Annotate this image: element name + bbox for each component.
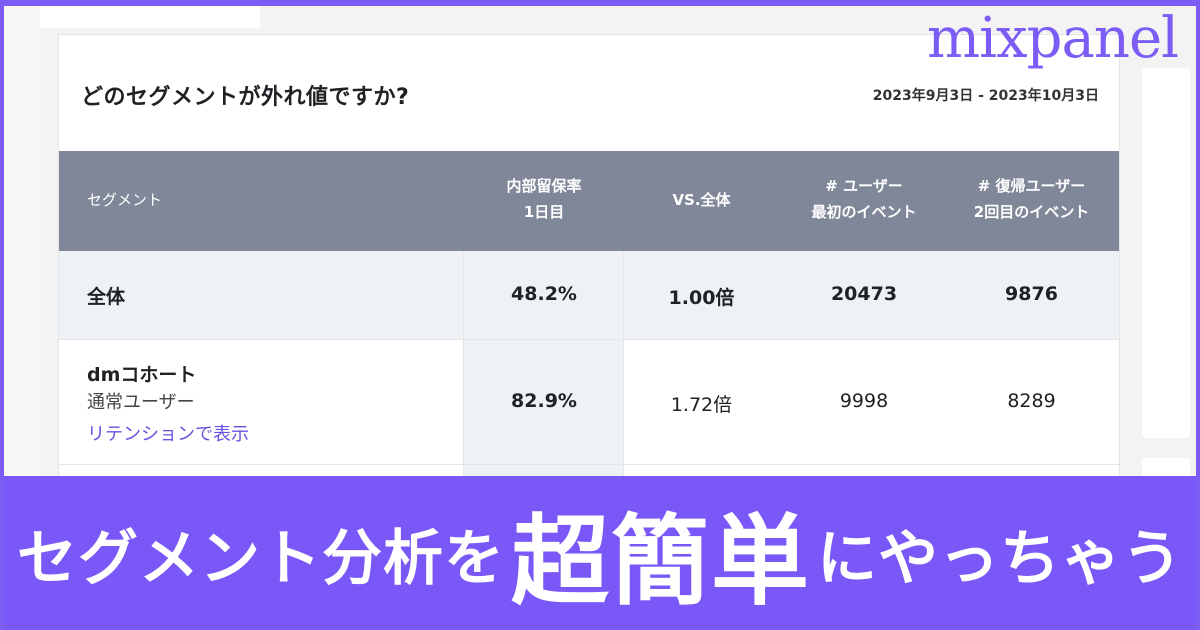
vs-all-value: 1.72倍: [670, 394, 733, 416]
column-header-returning-line2: 2回目のイベント: [973, 203, 1090, 221]
table-header: セグメント 内部留保率 1日目 VS.全体 # ユーザー 最初のイベント # 復…: [59, 151, 1119, 251]
banner-text-part3: にやっちゃう: [817, 523, 1183, 594]
banner-headline: セグメント分析を 超簡単 にやっちゃう: [0, 476, 1200, 630]
column-header-retention[interactable]: 内部留保率 1日目: [464, 173, 624, 225]
users-value: 20473: [830, 283, 898, 305]
returning-users-value: 8289: [1007, 390, 1056, 412]
column-divider: [623, 251, 624, 495]
column-header-segment[interactable]: セグメント: [87, 191, 163, 209]
column-header-users-line2: 最初のイベント: [811, 203, 917, 221]
date-range[interactable]: 2023年9月3日 - 2023年10月3日: [872, 88, 1099, 104]
retention-cell-highlight: [463, 340, 623, 464]
report-title: どのセグメントが外れ値ですか?: [81, 85, 410, 110]
column-header-returning-users[interactable]: # 復帰ユーザー 2回目のイベント: [944, 173, 1119, 225]
background-panel-left: [0, 6, 40, 486]
column-header-vs-all[interactable]: VS.全体: [672, 191, 731, 209]
table-row: dmコホート 通常ユーザー リテンションで表示 82.9% 1.72倍 9998…: [59, 340, 1119, 465]
table-row: 全体 48.2% 1.00倍 20473 9876: [59, 251, 1119, 340]
users-value: 9998: [839, 390, 889, 412]
retention-value: 48.2%: [511, 283, 577, 305]
column-header-returning-line1: # 復帰ユーザー: [977, 177, 1086, 195]
view-in-retention-link[interactable]: リテンションで表示: [87, 424, 249, 445]
retention-value: 82.9%: [511, 390, 577, 412]
promo-banner: セグメント分析を 超簡単 にやっちゃう: [0, 476, 1200, 630]
banner-text-emphasis: 超簡単: [510, 505, 811, 619]
background-card-right: [1142, 68, 1190, 438]
background-strip-top: [40, 6, 260, 28]
segment-subtitle: 通常ユーザー: [87, 392, 195, 413]
column-header-users[interactable]: # ユーザー 最初のイベント: [784, 173, 944, 225]
column-header-retention-line2: 1日目: [523, 203, 565, 221]
column-divider: [463, 251, 464, 495]
mixpanel-logo: mixpanel: [927, 6, 1179, 71]
banner-text-part1: セグメント分析を: [16, 523, 505, 594]
vs-all-value: 1.00倍: [668, 287, 735, 309]
column-header-retention-line1: 内部留保率: [506, 177, 582, 195]
column-header-users-line1: # ユーザー: [825, 177, 903, 195]
segment-name: 全体: [87, 286, 126, 308]
segment-name: dmコホート: [87, 364, 197, 386]
outlier-report-card: どのセグメントが外れ値ですか? 2023年9月3日 - 2023年10月3日 セ…: [58, 34, 1120, 495]
returning-users-value: 9876: [1005, 283, 1058, 305]
